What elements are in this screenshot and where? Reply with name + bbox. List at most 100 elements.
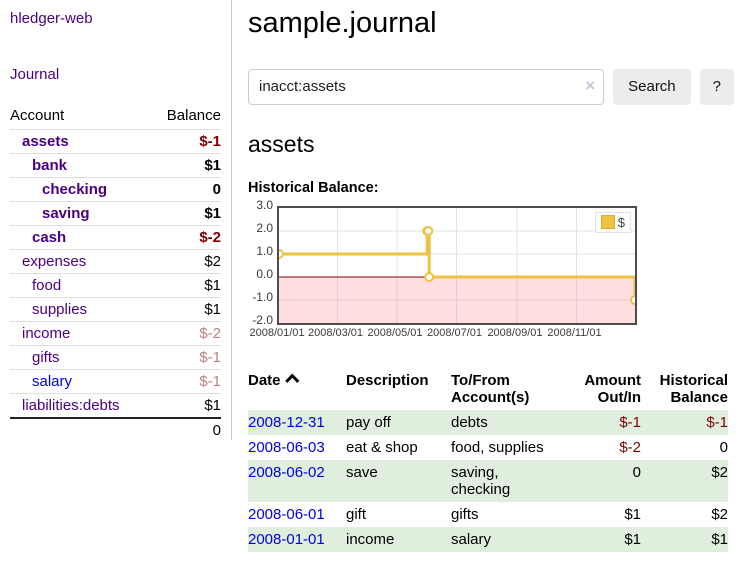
transaction-amount: $-1: [619, 413, 641, 431]
chart-legend: $: [594, 211, 631, 233]
account-row: assets $-1: [10, 129, 221, 154]
account-name-cell: salary: [10, 369, 152, 394]
account-balance: $-1: [151, 369, 221, 394]
register-header-date[interactable]: Date: [248, 368, 346, 410]
account-link-gifts[interactable]: gifts: [32, 349, 60, 366]
transaction-amount: $1: [624, 505, 641, 523]
account-balance: $-1: [151, 129, 221, 154]
x-axis-label: 2008/09/01: [487, 326, 543, 339]
account-row: supplies $1: [10, 297, 221, 322]
clear-search-icon[interactable]: ×: [585, 75, 596, 95]
account-balance: $1: [151, 297, 221, 322]
transaction-date-link[interactable]: 2008-06-03: [248, 438, 325, 456]
transaction-accounts: gifts: [451, 505, 479, 523]
account-row: bank $1: [10, 153, 221, 178]
account-link-saving[interactable]: saving: [42, 205, 90, 222]
y-axis-label: -1.0: [252, 289, 273, 304]
account-balance: $1: [151, 273, 221, 298]
account-name-cell: supplies: [10, 297, 152, 322]
account-link-supplies[interactable]: supplies: [32, 301, 88, 318]
account-name-cell: checking: [10, 177, 152, 202]
transaction-balance: $1: [711, 530, 728, 548]
account-row: food $1: [10, 273, 221, 298]
account-balance: $-2: [151, 225, 221, 250]
accounts-header-balance: Balance: [166, 107, 221, 124]
transaction-balance: $2: [711, 505, 728, 523]
account-row: liabilities:debts $1: [10, 393, 221, 418]
accounts-header-account: Account: [10, 107, 65, 124]
transaction-amount: 0: [632, 463, 641, 481]
transaction-row: 2008-12-31 pay off debts $-1 $-1: [248, 409, 728, 435]
y-axis-label: 0.0: [256, 266, 273, 281]
search-button[interactable]: Search: [613, 68, 691, 105]
transaction-date-cell: 2008-06-02: [248, 460, 346, 502]
x-axis-label: 2008/07/01: [426, 326, 483, 339]
account-row: income $-2: [10, 321, 221, 346]
account-link-cash[interactable]: cash: [32, 229, 67, 246]
historical-balance-chart: $ 3.0 2.0 1.0 0.0 -1.0 -2.0 2008/01/01 2008/03/…: [248, 198, 648, 354]
account-name-cell: liabilities:debts: [10, 393, 152, 418]
account-heading: assets: [248, 130, 315, 157]
register-table: Date Description To/From Account(s) Amou…: [248, 368, 728, 552]
accounts-total-row: 0: [10, 417, 221, 442]
sidebar-item-journal[interactable]: Journal: [10, 66, 60, 83]
x-axis-label: 2008/05/01: [367, 326, 423, 339]
app-title-link[interactable]: hledger-web: [10, 10, 93, 27]
transaction-row: 2008-06-03 eat & shop food, supplies $-2 0: [248, 435, 728, 460]
chart-plot-area: $: [277, 205, 637, 325]
x-axis-label: 2008/01/01: [249, 326, 305, 339]
search-form: × Search ?: [248, 68, 734, 105]
legend-swatch-icon: [600, 215, 615, 230]
register-header-accounts: To/From Account(s): [451, 371, 530, 406]
accounts-total-value: 0: [151, 417, 221, 442]
search-input[interactable]: [248, 68, 605, 105]
register-header-balance: Historical Balance: [659, 371, 728, 406]
account-balance: $-2: [151, 321, 221, 346]
y-axis-label: 2.0: [256, 220, 273, 235]
transaction-date-link[interactable]: 2008-06-01: [248, 505, 325, 523]
account-row: checking 0: [10, 177, 221, 202]
sidebar: hledger-web Journal Account Balance asse…: [0, 0, 232, 442]
accounts-table-body: assets $-1 bank $1 checking 0 saving $1 cash $-2 e…: [10, 129, 221, 442]
account-balance: $-1: [151, 345, 221, 370]
account-link-expenses[interactable]: expenses: [22, 253, 87, 270]
legend-label: $: [617, 214, 625, 230]
transaction-date-link[interactable]: 2008-01-01: [248, 530, 325, 548]
account-link-assets[interactable]: assets: [22, 133, 69, 150]
transaction-date-link[interactable]: 2008-12-31: [248, 413, 325, 431]
account-link-income[interactable]: income: [22, 325, 71, 342]
account-link-food[interactable]: food: [32, 277, 62, 294]
transaction-description: eat & shop: [346, 438, 418, 456]
transaction-accounts: saving, checking: [451, 463, 511, 498]
account-name-cell: food: [10, 273, 152, 298]
transaction-date-cell: 2008-06-01: [248, 502, 346, 527]
x-axis-label: 2008/03/01: [307, 326, 364, 339]
transaction-row: 2008-06-02 save saving, checking 0 $2: [248, 459, 728, 502]
transaction-balance: 0: [719, 438, 728, 456]
account-balance: $1: [151, 201, 221, 226]
account-name-cell: expenses: [10, 249, 152, 274]
account-name-cell: income: [10, 321, 152, 346]
transaction-description: save: [346, 463, 378, 481]
transaction-accounts: debts: [451, 413, 488, 431]
x-axis-label: 2008/11/01: [547, 326, 602, 339]
transaction-date-cell: 2008-01-01: [248, 527, 346, 552]
register-header-description: Description: [346, 371, 429, 389]
page-title: sample.journal: [248, 7, 437, 39]
account-balance: $1: [151, 393, 221, 418]
transaction-date-link[interactable]: 2008-06-02: [248, 463, 325, 481]
account-link-checking[interactable]: checking: [42, 181, 108, 198]
date-header-label: Date: [248, 371, 281, 389]
help-button[interactable]: ?: [699, 68, 734, 105]
account-link-liabilities:debts[interactable]: liabilities:debts: [22, 397, 120, 414]
accounts-table: Account Balance assets $-1 bank $1 checking 0…: [10, 104, 221, 442]
account-link-salary[interactable]: salary: [32, 373, 73, 390]
account-name-cell: bank: [10, 153, 152, 178]
account-name-cell: cash: [10, 225, 152, 250]
y-axis-label: 1.0: [256, 243, 273, 258]
account-link-bank[interactable]: bank: [32, 157, 68, 174]
transaction-amount: $1: [624, 530, 641, 548]
account-balance: $2: [151, 249, 221, 274]
transaction-date-cell: 2008-12-31: [248, 410, 346, 435]
register-header-amount: Amount Out/In: [584, 371, 641, 406]
